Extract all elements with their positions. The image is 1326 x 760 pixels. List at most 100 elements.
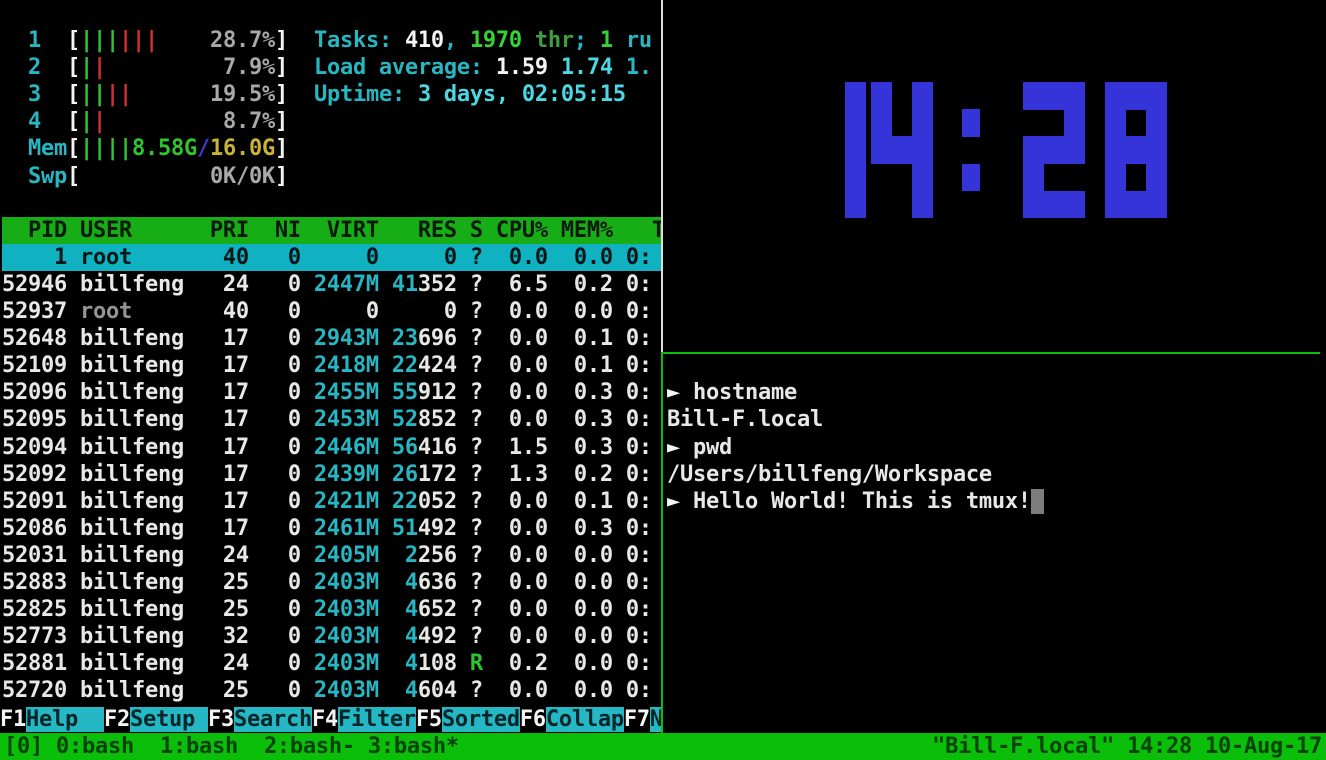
fkey-action: N xyxy=(649,706,661,732)
pid-cell: 52092 xyxy=(2,461,80,487)
clock-segment xyxy=(912,190,934,219)
clock-segment xyxy=(912,109,934,137)
state-cell: ? xyxy=(469,434,496,460)
pane-border-vertical[interactable] xyxy=(660,0,663,352)
clock-segment xyxy=(1023,82,1045,110)
cpu3-meter: 3 [|||| 19.5%] xyxy=(28,82,288,108)
clock-segment xyxy=(1043,82,1065,110)
process-row[interactable]: 52091 billfeng 17 0 2421M 22052 ? 0.0 0.… xyxy=(2,488,661,515)
process-row[interactable]: 52883 billfeng 25 0 2403M 4636 ? 0.0 0.0… xyxy=(2,569,661,596)
process-row[interactable]: 52720 billfeng 25 0 2403M 4604 ? 0.0 0.0… xyxy=(2,677,661,704)
column-header-time[interactable]: TIME+ xyxy=(651,217,661,243)
pri-cell: 32 xyxy=(209,624,262,650)
res-cell: 0 xyxy=(443,244,470,270)
column-header-ni[interactable]: NI xyxy=(248,217,301,243)
mem-cell: 0.0 xyxy=(560,569,626,595)
ni-cell: 0 xyxy=(261,597,314,623)
clock-segment xyxy=(1125,136,1147,165)
pid-cell: 52031 xyxy=(2,542,80,568)
clock-segment xyxy=(1105,163,1127,192)
fkey-f6[interactable]: F6Collap xyxy=(519,706,624,732)
process-row[interactable]: 52825 billfeng 25 0 2403M 4652 ? 0.0 0.0… xyxy=(2,596,661,623)
cpu-cell: 6.5 xyxy=(495,271,561,297)
clock-segment xyxy=(1064,190,1086,219)
htop-pane: 1 [|||||| 28.7%] Tasks: 410, 1970 thr; 1… xyxy=(2,0,661,706)
res-cell-hi xyxy=(392,245,444,270)
output-text: /Users/billfeng/Workspace xyxy=(667,461,992,487)
process-row[interactable]: 52095 billfeng 17 0 2453M 52852 ? 0.0 0.… xyxy=(2,406,661,433)
load-average-summary: Load average: 1.59 1.74 1. xyxy=(313,55,652,81)
column-header-cpu[interactable]: CPU% xyxy=(482,217,548,243)
cpu-cell: 0.0 xyxy=(495,488,561,514)
column-header-res[interactable]: RES xyxy=(378,217,457,243)
blank-line xyxy=(2,190,661,217)
clock-segment xyxy=(1146,82,1168,110)
process-row[interactable]: 52946 billfeng 24 0 2447M 41352 ? 6.5 0.… xyxy=(2,271,661,298)
mem-cell: 0.0 xyxy=(560,651,626,677)
virt-cell: 2446M xyxy=(313,434,392,460)
pri-cell: 25 xyxy=(209,597,262,623)
cpu-cell: 0.0 xyxy=(495,353,561,379)
user-cell: root xyxy=(79,244,210,270)
column-header-s[interactable]: S xyxy=(456,217,483,243)
ni-cell: 0 xyxy=(261,488,314,514)
pane-border-horizontal-active[interactable] xyxy=(663,351,1320,354)
shell-pane[interactable]: ► hostname Bill-F.local ► pwd/Users/billfe… xyxy=(667,379,1322,514)
state-cell: ? xyxy=(469,678,496,704)
cpu-cell: 0.0 xyxy=(495,326,561,352)
tmux-window-tab[interactable]: 2:bash- xyxy=(263,733,355,759)
mem-cell: 0.0 xyxy=(560,542,626,568)
process-row[interactable]: 52881 billfeng 24 0 2403M 4108 R 0.2 0.0… xyxy=(2,650,661,677)
clock-segment xyxy=(1146,136,1168,165)
ni-cell: 0 xyxy=(261,244,314,270)
clock-segment xyxy=(1125,190,1147,219)
column-header-virt[interactable]: VIRT xyxy=(300,217,379,243)
virt-cell: 2403M xyxy=(313,624,392,650)
ni-cell: 0 xyxy=(261,326,314,352)
process-row[interactable]: 52937 root 40 0 0 0 ? 0.0 0.0 0: xyxy=(2,298,661,325)
state-cell: ? xyxy=(469,624,496,650)
process-row[interactable]: 1 root 40 0 0 0 ? 0.0 0.0 0: xyxy=(2,243,661,271)
process-row[interactable]: 52096 billfeng 17 0 2455M 55912 ? 0.0 0.… xyxy=(2,379,661,406)
tmux-window-tab[interactable]: 3:bash* xyxy=(367,733,459,759)
process-row[interactable]: 52092 billfeng 17 0 2439M 26172 ? 1.3 0.… xyxy=(2,461,661,488)
cpu-cell: 0.0 xyxy=(495,380,561,406)
pri-cell: 17 xyxy=(209,461,262,487)
tmux-window-tab[interactable]: 1:bash xyxy=(159,733,251,759)
htop-header-line: 3 [|||| 19.5%] Uptime: 3 days, 02:05:15 xyxy=(2,81,661,108)
process-row[interactable]: 52773 billfeng 32 0 2403M 4492 ? 0.0 0.0… xyxy=(2,623,661,650)
clock-segment xyxy=(912,136,934,165)
tmux-window-tab[interactable]: 0:bash xyxy=(56,733,147,759)
tmux-status-bar: [0] 0:bash 1:bash 2:bash- 3:bash* "Bill-… xyxy=(0,732,1326,760)
column-header-pid[interactable]: PID xyxy=(2,217,67,243)
process-row[interactable]: 52094 billfeng 17 0 2446M 56416 ? 1.5 0.… xyxy=(2,434,661,461)
terminal-cursor[interactable] xyxy=(1030,488,1044,514)
column-header-mem[interactable]: MEM% xyxy=(547,217,613,243)
pane-border-vertical-active[interactable] xyxy=(660,351,663,733)
user-cell: billfeng xyxy=(79,542,210,568)
res-cell: 052 xyxy=(417,488,470,514)
fkey-f7[interactable]: F7N xyxy=(624,706,661,732)
process-row[interactable]: 52086 billfeng 17 0 2461M 51492 ? 0.0 0.… xyxy=(2,515,661,542)
fkey-f1[interactable]: F1Help xyxy=(0,706,104,732)
fkey-label: F6 xyxy=(519,706,546,732)
res-cell: 416 xyxy=(417,434,470,460)
fkey-action: Help xyxy=(26,706,104,732)
time-cell: 0: xyxy=(625,488,652,514)
column-header-user[interactable]: USER xyxy=(66,217,197,243)
process-row[interactable]: 52109 billfeng 17 0 2418M 22424 ? 0.0 0.… xyxy=(2,352,661,379)
process-row[interactable]: 52031 billfeng 24 0 2405M 2256 ? 0.0 0.0… xyxy=(2,542,661,569)
fkey-f5[interactable]: F5Sorted xyxy=(416,706,520,732)
fkey-action: Filter xyxy=(337,706,416,732)
res-cell: 424 xyxy=(417,353,470,379)
pri-cell: 24 xyxy=(209,271,262,297)
ni-cell: 0 xyxy=(261,271,314,297)
fkey-f3[interactable]: F3Search xyxy=(208,706,312,732)
tasks-summary: Tasks: 410, 1970 thr; 1 ru xyxy=(313,28,652,54)
fkey-f2[interactable]: F2Setup xyxy=(104,706,208,732)
column-header-pri[interactable]: PRI xyxy=(196,217,249,243)
fkey-f4[interactable]: F4Filter xyxy=(312,706,416,732)
process-row[interactable]: 52648 billfeng 17 0 2943M 23696 ? 0.0 0.… xyxy=(2,325,661,352)
clock-segment xyxy=(1125,82,1147,110)
